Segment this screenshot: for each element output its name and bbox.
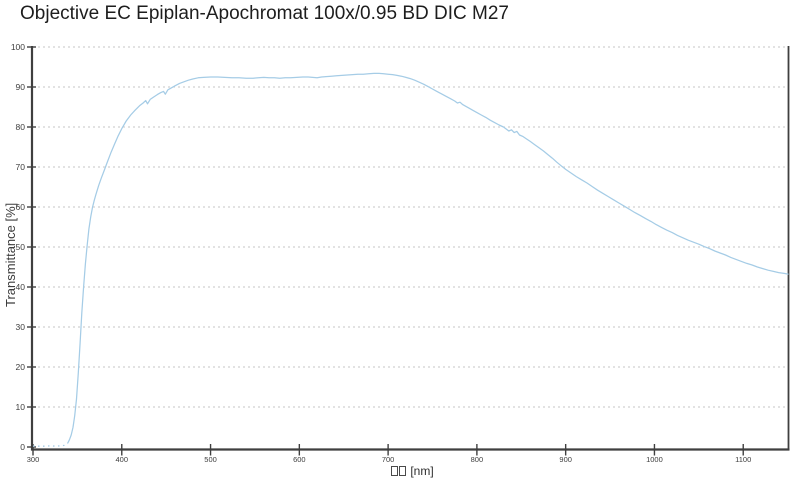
x-tick-label: 600 bbox=[293, 455, 306, 464]
chart-title: Objective EC Epiplan-Apochromat 100x/0.9… bbox=[20, 3, 509, 24]
y-tick-label: 90 bbox=[16, 82, 26, 92]
y-tick-label: 60 bbox=[16, 202, 26, 212]
x-tick-label: 300 bbox=[27, 455, 40, 464]
x-tick-label: 1100 bbox=[735, 455, 751, 464]
x-axis-label: [nm] bbox=[391, 464, 434, 478]
x-tick-label: 400 bbox=[116, 455, 129, 464]
y-tick-label: 20 bbox=[16, 362, 26, 372]
y-tick-label: 0 bbox=[20, 442, 25, 452]
y-tick-label: 30 bbox=[16, 322, 26, 332]
y-tick-label: 50 bbox=[16, 242, 26, 252]
transmittance-curve-dotted-segment bbox=[33, 442, 68, 447]
missing-glyph-box-icon bbox=[391, 466, 398, 476]
y-tick-label: 80 bbox=[16, 122, 26, 132]
x-tick-label: 900 bbox=[559, 455, 572, 464]
x-tick-label: 1000 bbox=[646, 455, 663, 464]
missing-glyph-boxes bbox=[391, 464, 410, 478]
x-tick-label: 700 bbox=[382, 455, 395, 464]
y-tick-label: 70 bbox=[16, 162, 26, 172]
y-tick-label: 10 bbox=[16, 402, 26, 412]
y-tick-label: 40 bbox=[16, 282, 26, 292]
x-tick-label: 800 bbox=[471, 455, 484, 464]
x-tick-label: 500 bbox=[204, 455, 217, 464]
transmittance-curve bbox=[67, 72, 789, 444]
y-tick-label: 100 bbox=[11, 42, 25, 52]
y-axis-label: Transmittance [%] bbox=[3, 202, 18, 307]
x-axis-unit-label: [nm] bbox=[410, 464, 434, 478]
missing-glyph-box-icon bbox=[399, 466, 406, 476]
